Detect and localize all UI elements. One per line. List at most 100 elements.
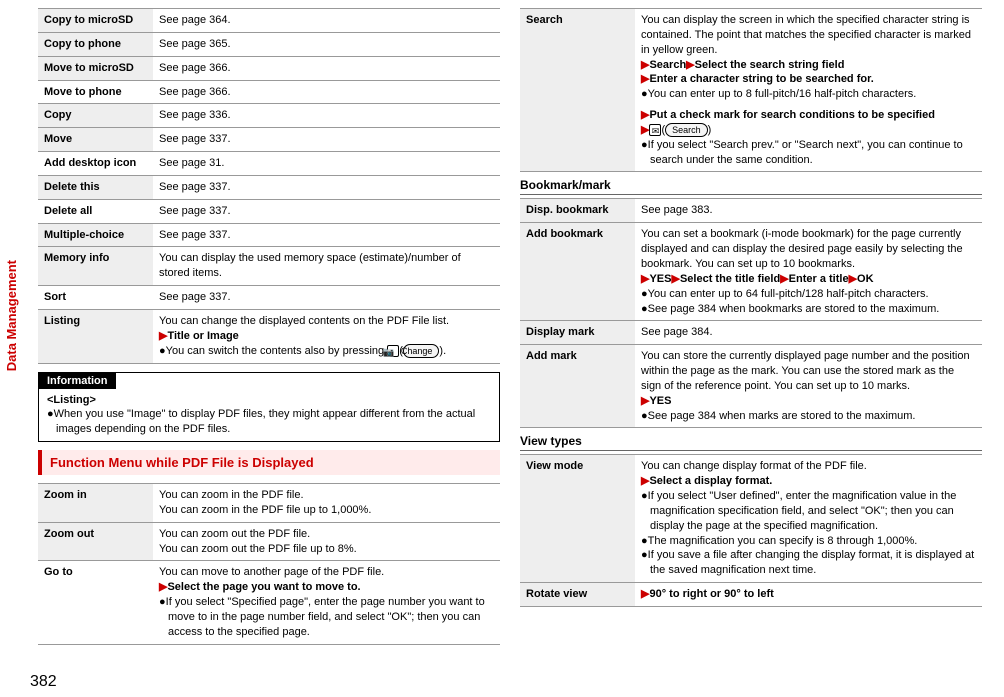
search-action2: ▶Enter a character string to be searched… <box>641 72 976 87</box>
row-label: Move to microSD <box>38 56 153 80</box>
listing-line2: ●You can switch the contents also by pre… <box>159 344 494 359</box>
search-a3: Put a check mark for search conditions t… <box>649 109 934 121</box>
row-desc: See page 365. <box>153 32 500 56</box>
mail-key-icon: ✉ <box>649 124 661 136</box>
go-to-label: Go to <box>38 561 153 644</box>
view-mode-b1: ●If you select "User defined", enter the… <box>641 489 976 534</box>
row-disp-bookmark: Disp. bookmark See page 383. <box>520 199 982 223</box>
add-bookmark-desc: You can set a bookmark (i-mode bookmark)… <box>635 223 982 321</box>
left-column: Copy to microSDSee page 364.Copy to phon… <box>8 8 510 651</box>
disp-bookmark-label: Disp. bookmark <box>520 199 635 223</box>
table-row: Move to phoneSee page 366. <box>38 80 500 104</box>
bookmark-subsection: Bookmark/mark <box>520 178 982 195</box>
zoom-out-label: Zoom out <box>38 522 153 561</box>
row-add-mark: Add mark You can store the currently dis… <box>520 345 982 428</box>
row-label: Multiple-choice <box>38 223 153 247</box>
row-listing: Listing You can change the displayed con… <box>38 309 500 363</box>
side-tab-text: Data Management <box>4 260 19 371</box>
add-bm-ok: OK <box>857 273 874 285</box>
rotate-action-text: 90° to right or 90° to left <box>649 588 773 600</box>
goto-l1: You can move to another page of the PDF … <box>159 565 494 580</box>
row-desc: See page 366. <box>153 80 500 104</box>
add-bm-b2t: See page 384 when bookmarks are stored t… <box>648 303 940 315</box>
display-mark-label: Display mark <box>520 321 635 345</box>
row-zoom-in: Zoom in You can zoom in the PDF file. Yo… <box>38 484 500 523</box>
vm-b2: The magnification you can specify is 8 t… <box>648 535 918 547</box>
zoom-out-l1: You can zoom out the PDF file. <box>159 527 494 542</box>
add-mark-b1: ●See page 384 when marks are stored to t… <box>641 409 976 424</box>
row-label: Delete this <box>38 175 153 199</box>
view-types-subsection: View types <box>520 434 982 451</box>
goto-action: ▶Select the page you want to move to. <box>159 580 494 595</box>
function-table-1: Copy to microSDSee page 364.Copy to phon… <box>38 8 500 364</box>
add-bookmark-b1: ●You can enter up to 64 full-pitch/128 h… <box>641 287 976 302</box>
table-row: CopySee page 336. <box>38 104 500 128</box>
zoom-in-l1: You can zoom in the PDF file. <box>159 488 494 503</box>
row-desc: You can display the used memory space (e… <box>153 247 500 286</box>
view-mode-label: View mode <box>520 455 635 583</box>
add-mark-label: Add mark <box>520 345 635 428</box>
triangle-icon: ▶ <box>671 273 679 285</box>
row-go-to: Go to You can move to another page of th… <box>38 561 500 644</box>
view-mode-b3: ●If you save a file after changing the d… <box>641 548 976 578</box>
add-bookmark-b2: ●See page 384 when bookmarks are stored … <box>641 302 976 317</box>
search-action4: ▶✉(Search) <box>641 123 976 138</box>
row-desc: See page 337. <box>153 286 500 310</box>
row-label: Move <box>38 128 153 152</box>
search-b1-text: You can enter up to 8 full-pitch/16 half… <box>648 88 917 100</box>
table-row: SortSee page 337. <box>38 286 500 310</box>
table-row: MoveSee page 337. <box>38 128 500 152</box>
goto-action-text: Select the page you want to move to. <box>167 581 360 593</box>
search-a1b: Select the search string field <box>695 59 845 71</box>
section-header-function-menu: Function Menu while PDF File is Displaye… <box>38 450 500 475</box>
zoom-out-l2: You can zoom out the PDF file up to 8%. <box>159 542 494 557</box>
view-mode-desc: You can change display format of the PDF… <box>635 455 982 583</box>
view-mode-action: ▶Select a display format. <box>641 474 976 489</box>
add-mark-desc: You can store the currently displayed pa… <box>635 345 982 428</box>
table-row: Delete thisSee page 337. <box>38 175 500 199</box>
search-label: Search <box>520 9 635 172</box>
info-bullet-text: When you use "Image" to display PDF file… <box>54 408 476 435</box>
row-desc: See page 337. <box>153 175 500 199</box>
listing-desc: You can change the displayed contents on… <box>153 309 500 363</box>
zoom-in-l2: You can zoom in the PDF file up to 1,000… <box>159 503 494 518</box>
table-row: Delete allSee page 337. <box>38 199 500 223</box>
search-action1: ▶Search▶Select the search string field <box>641 58 976 73</box>
row-rotate-view: Rotate view ▶90° to right or 90° to left <box>520 583 982 607</box>
add-bm-yes: YES <box>649 273 671 285</box>
search-desc: You can display the screen in which the … <box>635 9 982 172</box>
view-mode-action-text: Select a display format. <box>649 475 772 487</box>
listing-line1: You can change the displayed contents on… <box>159 314 494 329</box>
go-to-desc: You can move to another page of the PDF … <box>153 561 500 644</box>
row-label: Copy to microSD <box>38 9 153 33</box>
row-label: Memory info <box>38 247 153 286</box>
add-bookmark-l1: You can set a bookmark (i-mode bookmark)… <box>641 227 976 272</box>
right-column: Search You can display the screen in whi… <box>510 8 992 651</box>
page-number: 382 <box>30 673 57 691</box>
add-mark-b1t: See page 384 when marks are stored to th… <box>648 410 916 422</box>
row-label: Copy to phone <box>38 32 153 56</box>
row-label: Sort <box>38 286 153 310</box>
info-subheading: <Listing> <box>47 393 491 408</box>
row-desc: See page 364. <box>153 9 500 33</box>
goto-bullet-text: If you select "Specified page", enter th… <box>166 596 485 638</box>
table-row: Copy to phoneSee page 365. <box>38 32 500 56</box>
function-table-4: Disp. bookmark See page 383. Add bookmar… <box>520 198 982 428</box>
listing-label: Listing <box>38 309 153 363</box>
rotate-view-desc: ▶90° to right or 90° to left <box>635 583 982 607</box>
add-mark-action: ▶YES <box>641 394 976 409</box>
add-bm-sel: Select the title field <box>680 273 780 285</box>
change-button-label: Change <box>403 344 440 358</box>
information-header: Information <box>39 373 116 389</box>
listing-l2-pre: You can switch the contents also by pres… <box>166 345 388 357</box>
add-bm-ent: Enter a title <box>789 273 849 285</box>
row-desc: See page 337. <box>153 223 500 247</box>
info-sub-text: <Listing> <box>47 394 96 406</box>
search-l1: You can display the screen in which the … <box>641 13 976 58</box>
table-row: Add desktop iconSee page 31. <box>38 152 500 176</box>
zoom-in-label: Zoom in <box>38 484 153 523</box>
vm-b3: If you save a file after changing the di… <box>648 549 975 576</box>
table-row: Copy to microSDSee page 364. <box>38 9 500 33</box>
row-desc: See page 337. <box>153 128 500 152</box>
row-view-mode: View mode You can change display format … <box>520 455 982 583</box>
